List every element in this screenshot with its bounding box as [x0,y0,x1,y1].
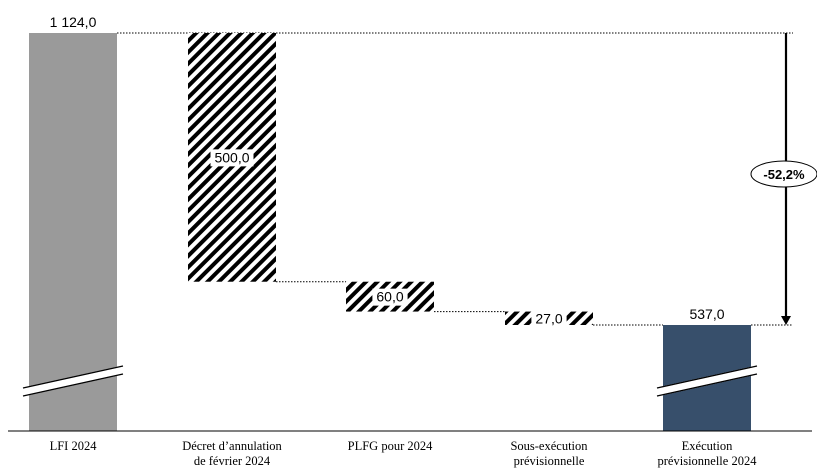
category-label: Exécution prévisionnelle 2024 [658,439,758,468]
data-labels: 1 124,0 500,0 60,0 27,0 537,0 [50,14,725,328]
change-annotation: -52,2% [750,33,817,325]
connector-lines [117,32,793,326]
data-label: 1 124,0 [50,14,97,30]
change-badge [750,160,817,188]
data-label-bg [372,288,408,306]
axis-break-mark [656,365,758,397]
data-label: 537,0 [689,306,724,322]
bar-1 [29,33,117,431]
data-label-bg [210,149,254,167]
axis-break-mark [22,365,124,397]
category-label: PLFG pour 2024 [348,439,433,453]
data-label: 27,0 [535,310,562,326]
category-label: LFI 2024 [50,439,98,453]
category-label: Décret d’annulation de février 2024 [182,439,282,468]
bars [22,33,758,431]
change-percentage: -52,2% [763,167,805,182]
category-label: Sous-exécution prévisionnelle [510,439,588,468]
change-arrowhead [781,316,791,325]
data-label: 60,0 [376,289,403,305]
category-labels: LFI 2024 Décret d’annulation de février 20… [50,439,758,468]
data-label-bg [531,310,567,328]
data-label: 500,0 [214,149,249,165]
